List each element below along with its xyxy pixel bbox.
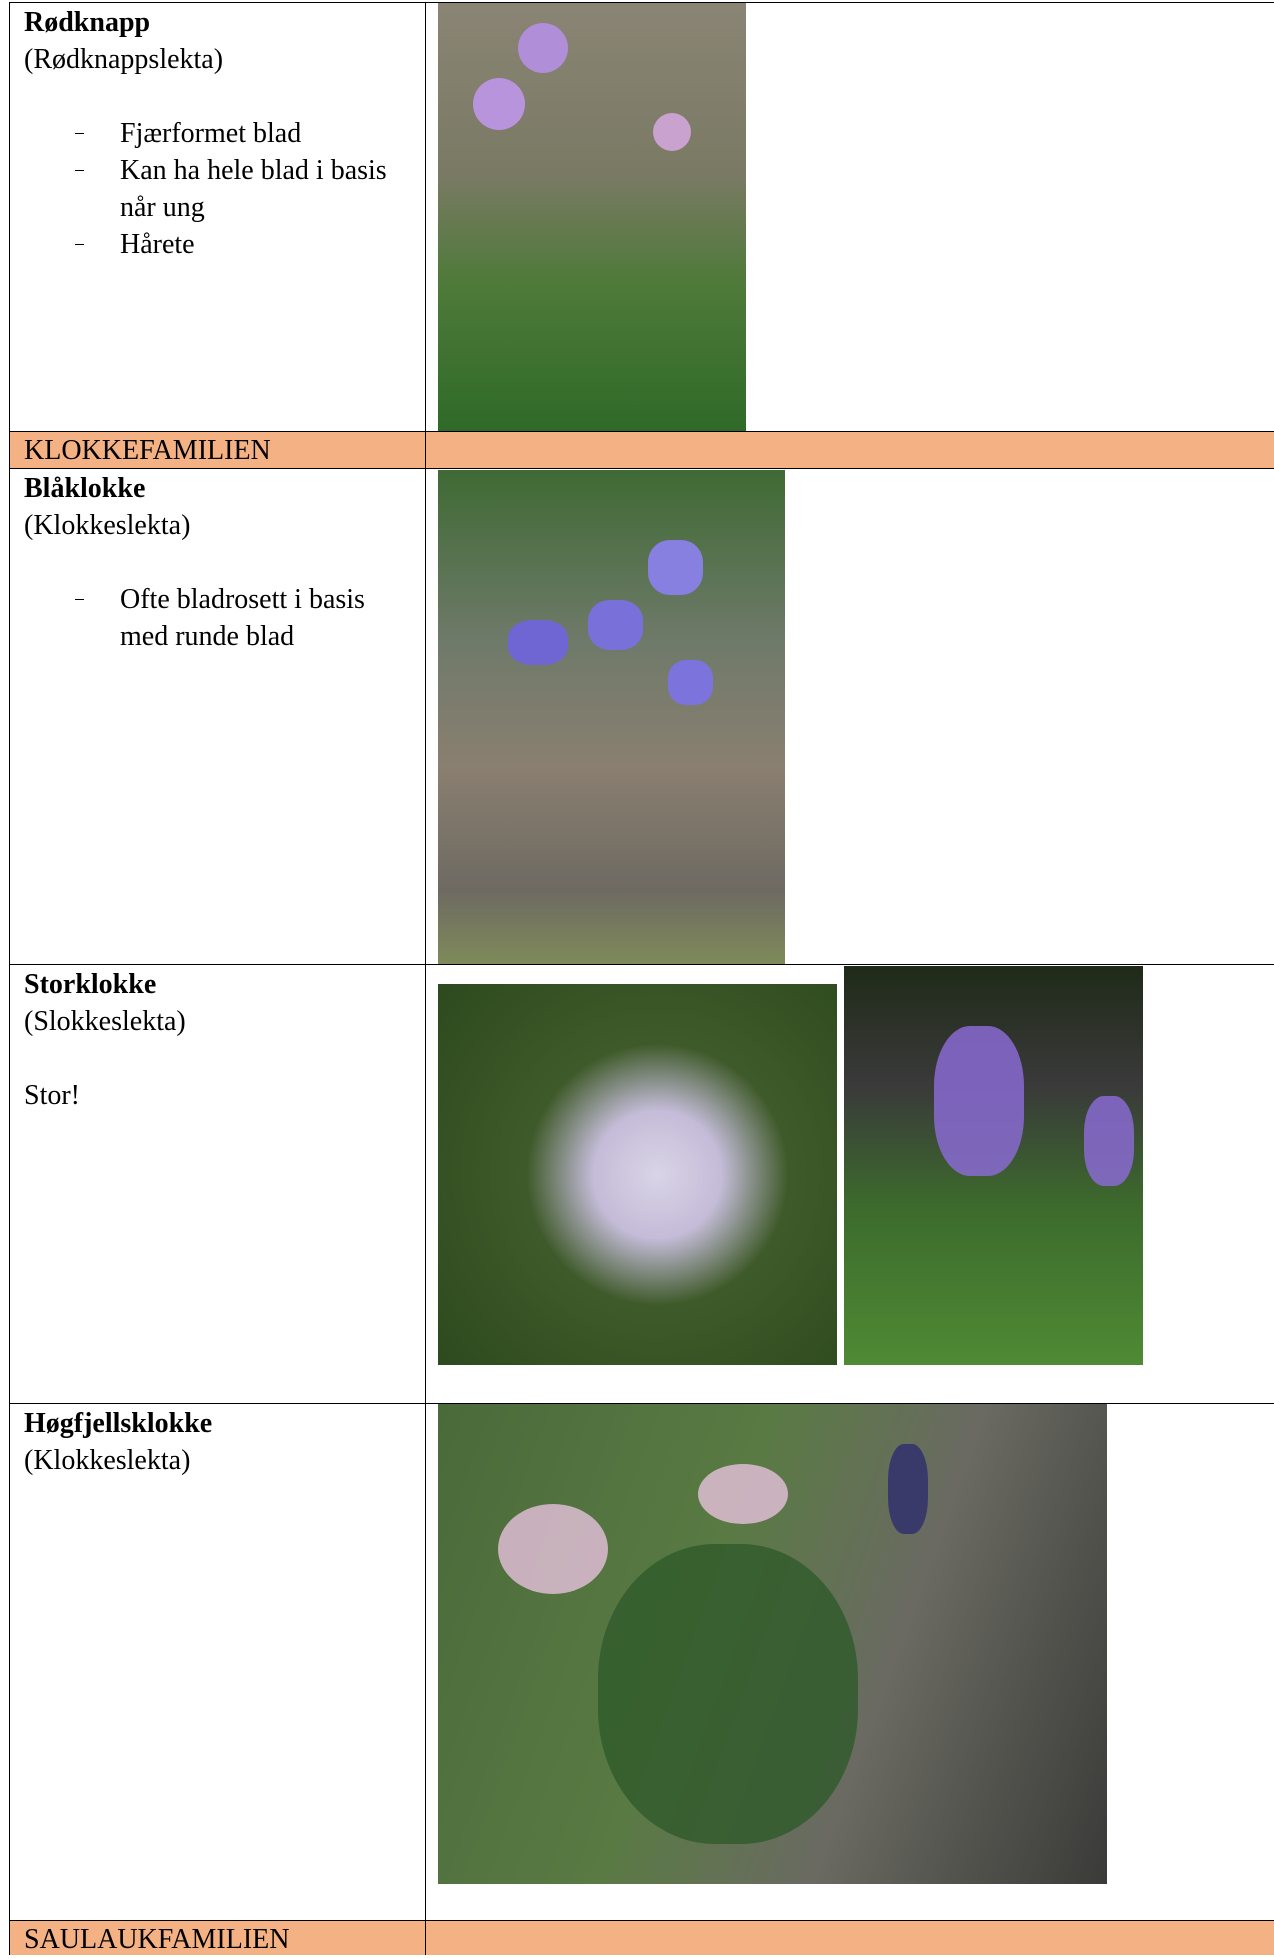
bullet: Ofte bladrosett i basis med runde blad [24,581,412,655]
table-border [425,2,426,1955]
bullet-text: Hårete [120,229,195,260]
species-cell: Rødknapp (Rødknappslekta) Fjærformet bla… [24,4,419,263]
family-name: KLOKKEFAMILIEN [24,435,271,466]
table-border [9,1920,1274,1921]
family-name: SAULAUKFAMILIEN [24,1924,290,1955]
species-name: Høgfjellsklokke [24,1408,213,1439]
table-border [9,964,1274,965]
photo [438,3,746,431]
photo [438,984,837,1365]
table-border [9,2,1274,3]
note: Stor! [24,1080,80,1111]
bullet: Hårete [24,226,412,263]
genus: (Slokkeslekta) [24,1006,186,1037]
table-border [9,1403,1274,1404]
bullet: Kan ha hele blad i basis når ung [24,152,412,226]
photo [438,470,785,964]
bullet-text: Fjærformet blad [120,118,302,149]
species-name: Blåklokke [24,473,146,504]
species-cell: Blåklokke (Klokkeslekta) Ofte bladrosett… [24,470,419,655]
genus: (Klokkeslekta) [24,1445,191,1476]
table-border [9,468,1274,469]
photo [438,1404,1107,1884]
bullet-text: Ofte bladrosett i basis med runde blad [120,584,365,652]
genus: (Klokkeslekta) [24,510,191,541]
species-name: Storklokke [24,969,157,1000]
bullet: Fjærformet blad [24,115,412,152]
species-cell: Storklokke (Slokkeslekta) Stor! [24,966,419,1114]
family-row [10,431,1274,468]
table-border [9,2,10,1955]
bullet-text: Kan ha hele blad i basis når ung [120,155,387,223]
species-name: Rødknapp [24,7,151,38]
table-border [9,431,1274,432]
species-cell: Høgfjellsklokke (Klokkeslekta) [24,1405,419,1479]
family-row [10,1920,1274,1955]
genus: (Rødknappslekta) [24,44,224,75]
photo [844,966,1143,1365]
